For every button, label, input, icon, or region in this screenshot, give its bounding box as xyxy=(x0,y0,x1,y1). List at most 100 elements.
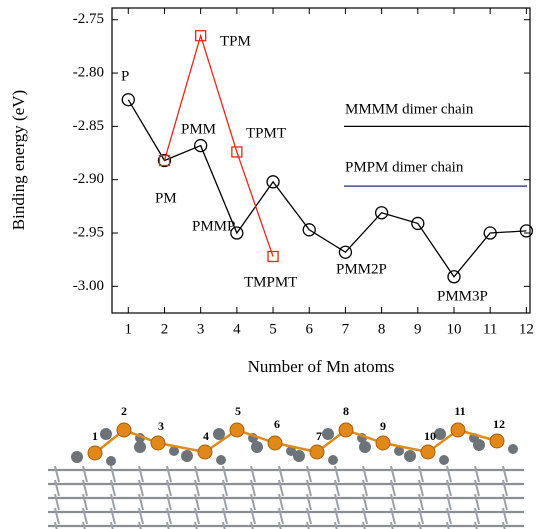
figure: Number of Mn atoms Binding energy (eV) -… xyxy=(0,0,539,529)
bond xyxy=(195,466,199,482)
bond xyxy=(279,466,283,482)
bond xyxy=(279,508,283,524)
bond xyxy=(139,466,143,482)
atom-label: 11 xyxy=(454,404,465,418)
x-tick-label: 4 xyxy=(233,321,241,337)
bond xyxy=(335,480,339,496)
bond xyxy=(111,466,115,482)
x-axis-label: Number of Mn atoms xyxy=(248,357,395,376)
bond xyxy=(167,466,171,482)
bond xyxy=(251,494,255,510)
bond xyxy=(419,466,423,482)
bond xyxy=(419,494,423,510)
atom-label: 7 xyxy=(316,429,322,443)
annotation: TMPMT xyxy=(244,274,297,290)
bond xyxy=(55,508,59,524)
annotation: TPMT xyxy=(246,125,286,141)
bond xyxy=(363,508,367,524)
atom-label: 1 xyxy=(92,429,98,443)
atom-label: 5 xyxy=(235,404,241,418)
bond xyxy=(223,466,227,482)
si-atom xyxy=(216,455,226,465)
reference-label: PMPM dimer chain xyxy=(345,159,464,175)
bond xyxy=(307,480,311,496)
bond xyxy=(195,494,199,510)
bond xyxy=(55,466,59,482)
x-tick-label: 5 xyxy=(269,321,277,337)
bond xyxy=(55,494,59,510)
bond xyxy=(223,508,227,524)
annotation: PMMP xyxy=(192,218,235,234)
bond xyxy=(111,480,115,496)
bond xyxy=(195,480,199,496)
si-atom xyxy=(473,439,485,451)
si-atom xyxy=(359,441,371,453)
lattice xyxy=(48,423,524,529)
bond xyxy=(139,480,143,496)
x-tick-label: 2 xyxy=(161,321,169,337)
bond xyxy=(279,494,283,510)
mn-atom xyxy=(421,445,435,459)
mn-atom xyxy=(198,445,212,459)
bond xyxy=(251,508,255,524)
si-atom xyxy=(439,455,449,465)
atom-label: 2 xyxy=(121,404,127,418)
si-atom xyxy=(106,456,116,466)
bond xyxy=(475,494,479,510)
bond xyxy=(167,480,171,496)
bond xyxy=(111,508,115,524)
bond xyxy=(195,508,199,524)
bond xyxy=(251,466,255,482)
bond xyxy=(503,480,507,496)
y-tick-label: -2.80 xyxy=(73,64,104,80)
bond xyxy=(167,508,171,524)
x-tick-label: 11 xyxy=(483,321,497,337)
atom-label: 6 xyxy=(274,417,280,431)
mn-atom xyxy=(451,423,465,437)
si-atom xyxy=(251,441,263,453)
mn-atom xyxy=(310,445,324,459)
atom-label: 9 xyxy=(380,419,386,433)
si-atom xyxy=(181,450,193,462)
annotation: TPM xyxy=(220,33,251,49)
bond xyxy=(363,466,367,482)
bond xyxy=(111,494,115,510)
bond xyxy=(55,480,59,496)
x-tick-label: 10 xyxy=(447,321,462,337)
x-tick-label: 3 xyxy=(197,321,205,337)
mn-atom xyxy=(376,436,390,450)
mn-atom xyxy=(230,423,244,437)
si-atom xyxy=(328,455,338,465)
bond xyxy=(223,480,227,496)
bond xyxy=(139,508,143,524)
reference-label: MMMM dimer chain xyxy=(345,101,474,117)
x-tick-label: 9 xyxy=(414,321,422,337)
bond xyxy=(307,466,311,482)
bond xyxy=(419,480,423,496)
mn-atom xyxy=(490,434,504,448)
bond xyxy=(419,508,423,524)
si-atom xyxy=(71,451,83,463)
bond xyxy=(391,480,395,496)
x-tick-label: 12 xyxy=(519,321,534,337)
bond xyxy=(335,508,339,524)
atom-label: 10 xyxy=(424,429,436,443)
atom-label: 12 xyxy=(493,417,505,431)
bond xyxy=(391,466,395,482)
atom-label: 4 xyxy=(203,429,209,443)
si-atom xyxy=(134,441,146,453)
bond xyxy=(83,480,87,496)
y-tick-label: -2.90 xyxy=(73,171,104,187)
x-tick-label: 6 xyxy=(305,321,313,337)
bond xyxy=(503,494,507,510)
y-axis-label: Binding energy (eV) xyxy=(9,90,28,230)
bond xyxy=(363,494,367,510)
si-atom xyxy=(100,428,112,440)
bond xyxy=(391,494,395,510)
bond xyxy=(447,466,451,482)
mn-atom xyxy=(88,446,102,460)
bond xyxy=(307,508,311,524)
si-atom xyxy=(293,450,305,462)
y-tick-label: -2.85 xyxy=(73,118,104,134)
bond xyxy=(279,480,283,496)
